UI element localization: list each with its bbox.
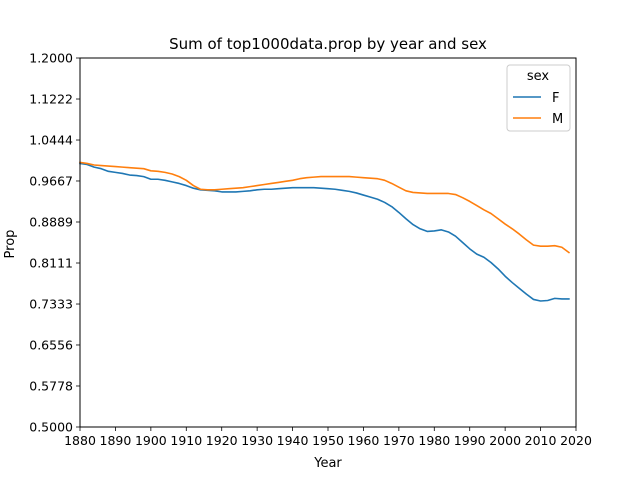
x-tick-label: 1880 (64, 433, 96, 448)
legend: sex FM (506, 64, 571, 132)
legend-box (506, 64, 571, 132)
x-tick-label: 1930 (241, 433, 273, 448)
y-tick-label: 0.5778 (29, 378, 73, 393)
y-tick-label: 1.0444 (29, 133, 73, 148)
legend-title: sex (527, 69, 550, 84)
x-tick-label: 1980 (418, 433, 450, 448)
x-tick-label: 1990 (454, 433, 486, 448)
y-tick-label: 1.2000 (29, 51, 73, 66)
x-tick-label: 1900 (135, 433, 167, 448)
legend-label-f: F (552, 91, 559, 106)
series-layer (79, 161, 571, 302)
x-tick-label: 1940 (277, 433, 309, 448)
series-line-f (79, 162, 570, 302)
x-axis-ticks: 1880 1890 1900 1910 1920 1930 1940 1950 1960 1970… (64, 427, 592, 448)
y-tick-label: 0.8111 (29, 256, 73, 271)
x-tick-label: 1960 (348, 433, 380, 448)
y-tick-label: 1.1222 (29, 92, 73, 107)
y-tick-label: 0.9667 (29, 173, 73, 188)
x-tick-label: 2010 (525, 433, 557, 448)
series-line-m (79, 161, 571, 254)
y-axis-ticks: 0.5000 0.5778 0.6556 0.7333 0.8111 0.8889 0.96… (29, 51, 80, 435)
x-tick-label: 1890 (100, 433, 132, 448)
y-tick-label: 0.6556 (29, 337, 73, 352)
x-tick-label: 1950 (312, 433, 344, 448)
legend-label-m: M (552, 112, 563, 127)
chart-title: Sum of top1000data.prop by year and sex (169, 35, 487, 53)
x-tick-label: 2020 (560, 433, 592, 448)
x-tick-label: 1970 (383, 433, 415, 448)
y-axis-label: Prop (3, 230, 18, 259)
y-tick-label: 0.8889 (29, 214, 73, 229)
y-tick-label: 0.5000 (29, 420, 73, 435)
legend-entries: FM (513, 91, 563, 127)
x-tick-label: 1910 (170, 433, 202, 448)
x-axis-label: Year (313, 456, 342, 471)
x-tick-label: 2000 (489, 433, 521, 448)
y-tick-label: 0.7333 (29, 297, 73, 312)
x-tick-label: 1920 (206, 433, 238, 448)
